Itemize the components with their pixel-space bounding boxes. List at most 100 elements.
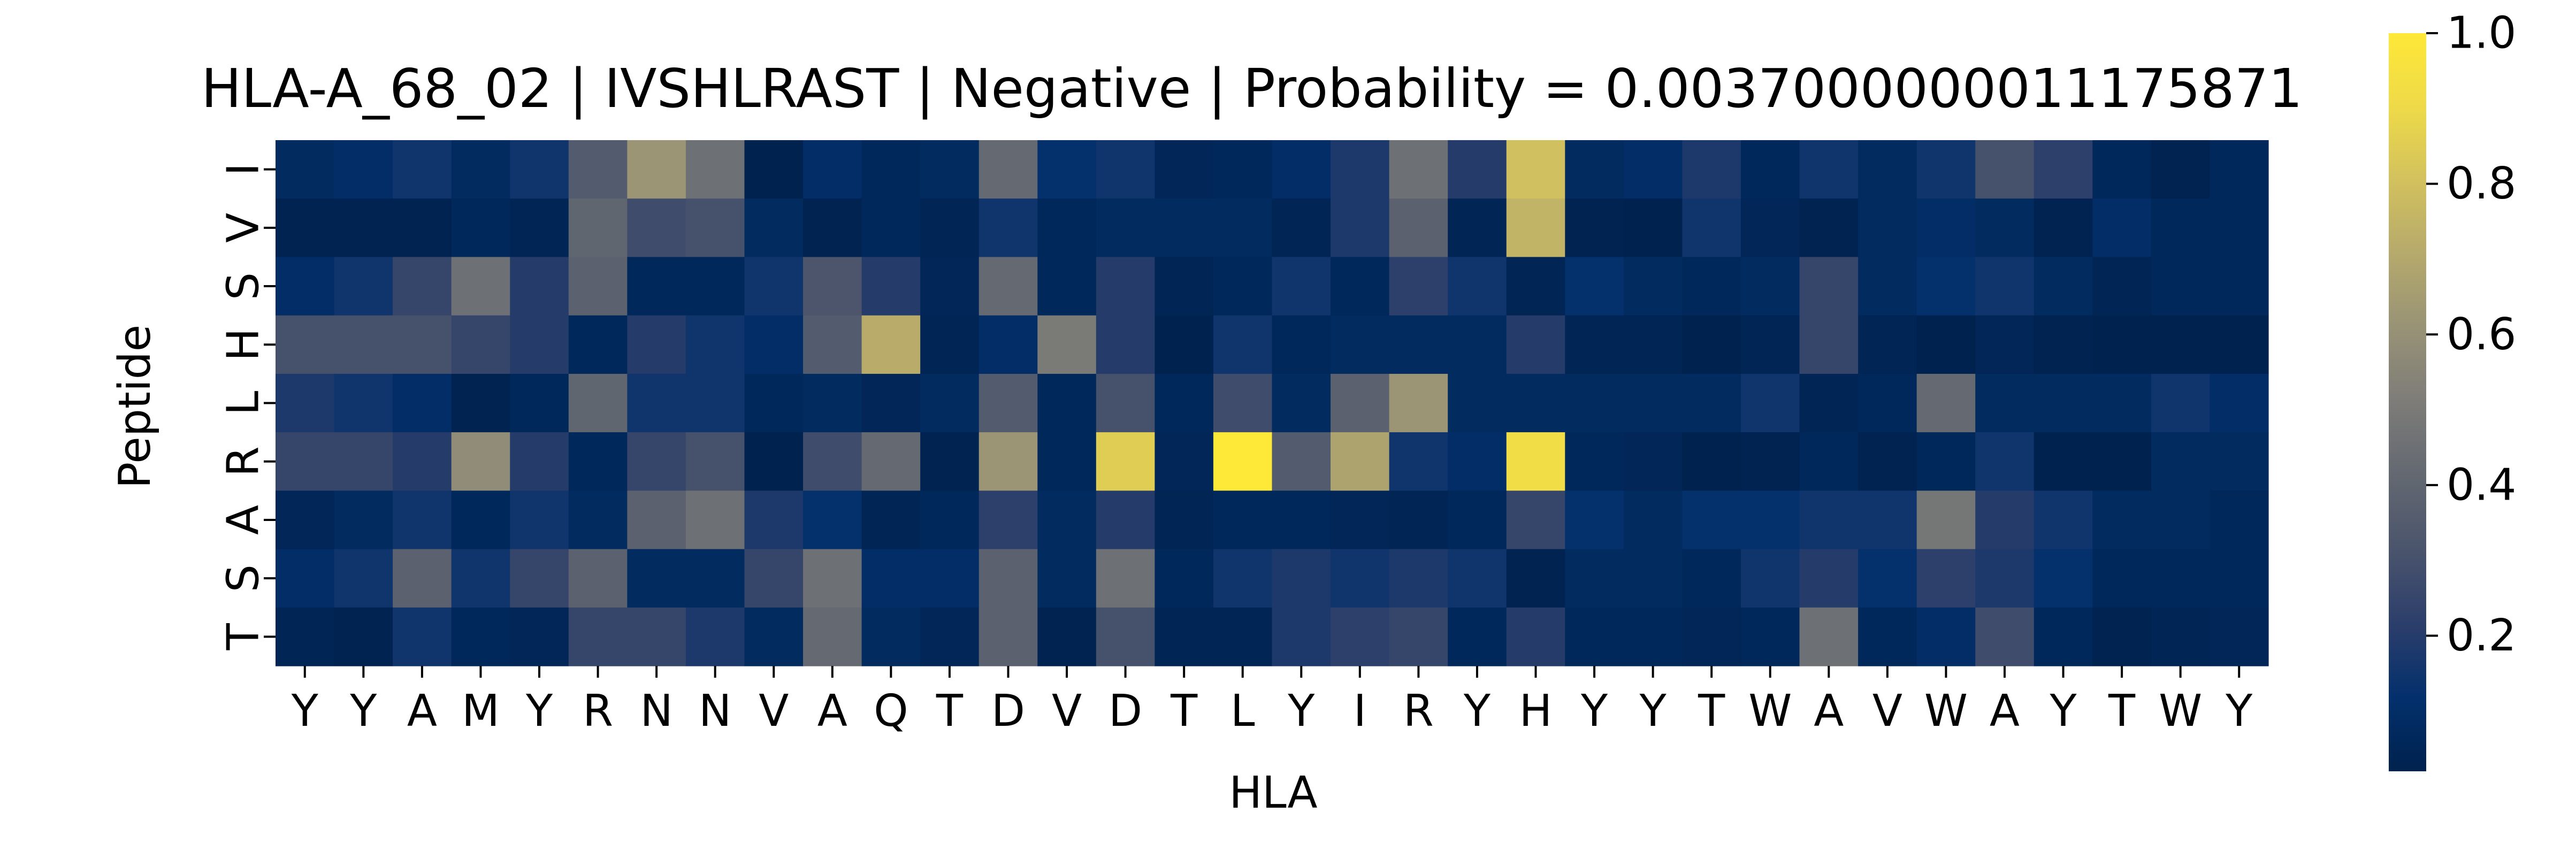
heatmap-cell [1799,257,1859,316]
heatmap-cell [920,198,980,258]
heatmap-cell [803,257,862,316]
heatmap-cell [334,432,393,491]
heatmap-cell [1975,490,2035,550]
heatmap-cell [1037,315,1097,374]
heatmap-cell [1565,198,1624,258]
heatmap-cell [1565,490,1624,550]
heatmap-cell [1389,140,1448,199]
heatmap-cell [1331,549,1390,608]
heatmap-cell [627,373,686,433]
heatmap-cell [2210,373,2269,433]
heatmap-cell [1389,198,1448,258]
heatmap-cell [1389,607,1448,666]
colorbar-tick-label: 0.4 [2447,459,2516,510]
heatmap-cell [1858,315,1917,374]
heatmap-cell [451,549,510,608]
heatmap-cell [685,432,745,491]
heatmap-cell [276,257,335,316]
heatmap-cell [1506,198,1565,258]
heatmap-cell [510,257,569,316]
heatmap-cell [1623,432,1683,491]
heatmap-cell [1155,140,1214,199]
heatmap-cell [1037,549,1097,608]
heatmap-cell [1975,549,2035,608]
heatmap-cell [510,198,569,258]
heatmap-cell [803,490,862,550]
heatmap-cell [2210,607,2269,666]
heatmap-cell [803,140,862,199]
heatmap-cell [1448,373,1507,433]
heatmap-cell [1037,432,1097,491]
heatmap-cell [1565,607,1624,666]
heatmap-cell [276,607,335,666]
x-tick-label: W [1748,686,1792,737]
heatmap-cell [2092,198,2152,258]
y-tick-label: R [218,446,269,477]
heatmap-cell [979,373,1038,433]
heatmap-cell [2034,140,2093,199]
heatmap-cell [2034,549,2093,608]
heatmap-cell [1213,198,1273,258]
heatmap-cell [744,607,804,666]
heatmap-cell [1096,198,1155,258]
heatmap-cell [2092,549,2152,608]
heatmap-cell [2151,315,2211,374]
heatmap-cell [1565,140,1624,199]
heatmap-cell [979,140,1038,199]
heatmap-cell [1448,549,1507,608]
heatmap-cell [451,607,510,666]
heatmap-cell [1682,140,1741,199]
heatmap-cell [1155,490,1214,550]
heatmap-cell [1155,257,1214,316]
heatmap-cell [803,432,862,491]
heatmap-cell [861,257,921,316]
heatmap-cell [568,607,628,666]
heatmap-cell [568,549,628,608]
heatmap-cell [568,373,628,433]
heatmap-cell [1096,490,1155,550]
x-tick-label: R [583,686,613,737]
heatmap-cell [1213,432,1273,491]
heatmap-cell [1506,549,1565,608]
heatmap-cell [627,549,686,608]
heatmap-cell [1448,198,1507,258]
heatmap-cell [861,198,921,258]
heatmap-cell [510,490,569,550]
heatmap-cell [276,549,335,608]
heatmap-cell [276,432,335,491]
heatmap-cell [2034,198,2093,258]
heatmap-cell [2210,315,2269,374]
heatmap-cell [1096,549,1155,608]
heatmap-cell [451,432,510,491]
heatmap-cell [2092,140,2152,199]
heatmap-cell [2092,373,2152,433]
heatmap-cell [803,549,862,608]
heatmap-cell [1916,257,1976,316]
x-tick-label: Y [291,686,319,737]
heatmap-cell [1331,140,1390,199]
x-tick-label: A [817,686,847,737]
heatmap-cell [979,315,1038,374]
heatmap-cell [1331,315,1390,374]
heatmap-cell [334,257,393,316]
heatmap-cell [568,257,628,316]
colorbar-ticks: 0.2 0.4 0.6 0.8 1.0 [2426,8,2516,661]
heatmap-cell [1916,549,1976,608]
x-tick-label: Y [2225,686,2253,737]
heatmap-cell [1799,607,1859,666]
colorbar [2389,33,2426,771]
x-axis-label: HLA [1229,768,1317,818]
heatmap-cell [685,549,745,608]
heatmap-cell [1037,140,1097,199]
heatmap-cell [1740,257,1800,316]
x-tick-label: I [1354,686,1366,737]
heatmap-cell [1975,432,2035,491]
heatmap-cell [334,607,393,666]
heatmap-cell [1213,490,1273,550]
heatmap-cell [1565,257,1624,316]
heatmap-cell [1975,373,2035,433]
heatmap-cell [393,315,452,374]
heatmap-cell [1213,140,1273,199]
heatmap-cell [627,490,686,550]
heatmap-cell [1389,315,1448,374]
